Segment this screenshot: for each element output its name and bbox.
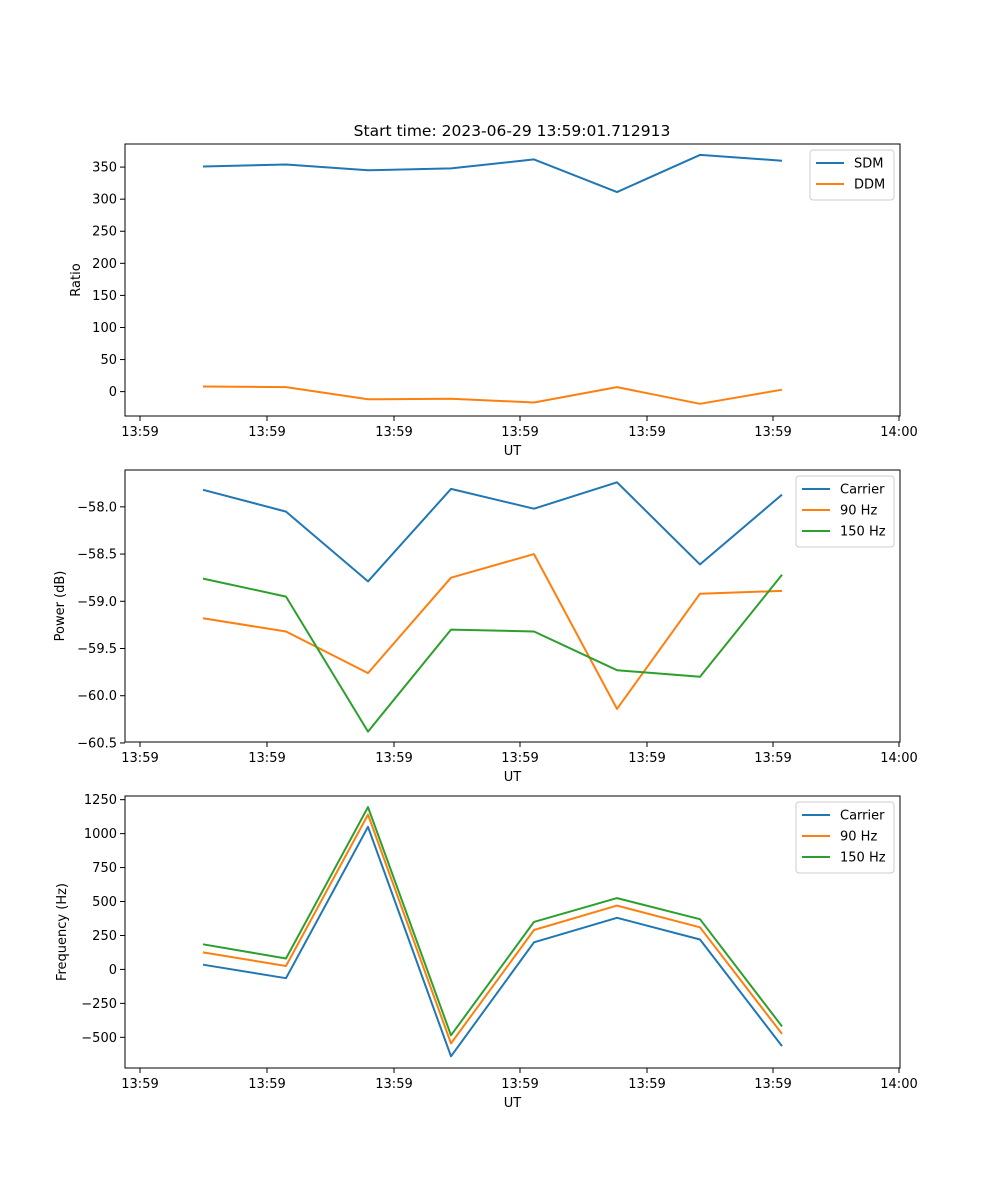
- y-tick-label: −60.0: [77, 689, 117, 704]
- y-tick-label: −250: [81, 997, 117, 1012]
- y-tick-label: 200: [92, 257, 117, 272]
- series-line-90-hz: [202, 553, 783, 710]
- x-tick-label: 13:59: [121, 1077, 158, 1092]
- x-tick-label: 13:59: [628, 425, 665, 440]
- legend-label: 90 Hz: [840, 504, 877, 519]
- x-tick-label: 13:59: [375, 1077, 412, 1092]
- x-tick-label: 13:59: [501, 425, 538, 440]
- x-tick-label: 13:59: [501, 751, 538, 766]
- y-tick-label: −60.5: [77, 736, 117, 751]
- legend-label: SDM: [854, 157, 883, 172]
- y-tick-label: 1000: [84, 827, 117, 842]
- plot-area-frame: [124, 469, 901, 743]
- y-tick-label: 150: [92, 289, 117, 304]
- y-tick-label: 350: [92, 161, 117, 176]
- y-tick-label: −58.0: [77, 500, 117, 515]
- series-line-150-hz: [202, 806, 783, 1037]
- plot-area-frame: [124, 795, 901, 1069]
- y-tick-label: 50: [100, 353, 117, 368]
- y-tick-label: −59.0: [77, 595, 117, 610]
- chart-panel-3: 13:59 13:59 13:59 13:59 13:59 13:59 14:00 −500 −…: [55, 793, 918, 1111]
- x-tick-label: 13:59: [754, 1077, 791, 1092]
- x-tick-label: 13:59: [501, 1077, 538, 1092]
- y-tick-label: 0: [109, 963, 117, 978]
- y-axis-label: Power (dB): [53, 571, 68, 642]
- y-tick-label: 500: [92, 895, 117, 910]
- chart-title: Start time: 2023-06-29 13:59:01.712913: [354, 122, 671, 140]
- legend-box: [795, 801, 895, 874]
- series-line-ddm: [202, 385, 783, 405]
- legend: Carrier 90 Hz 150 Hz: [795, 475, 895, 548]
- legend-label: Carrier: [840, 483, 885, 498]
- x-tick-label: 13:59: [628, 1077, 665, 1092]
- panels: 13:59 13:59 13:59 13:59 13:59 13:59 14:00 0 50 10…: [53, 143, 918, 1111]
- plot-area-frame: [124, 143, 901, 417]
- y-tick-label: 250: [92, 225, 117, 240]
- series-line-sdm: [202, 153, 783, 194]
- x-axis-label: UT: [504, 444, 522, 459]
- x-tick-label: 13:59: [628, 751, 665, 766]
- x-tick-label: 13:59: [375, 425, 412, 440]
- y-axis-label: Ratio: [69, 263, 84, 296]
- y-tick-label: 0: [109, 385, 117, 400]
- y-tick-label: 250: [92, 929, 117, 944]
- x-tick-label: 13:59: [248, 1077, 285, 1092]
- x-tick-label: 13:59: [375, 751, 412, 766]
- y-tick-label: −59.5: [77, 642, 117, 657]
- x-tick-label: 14:00: [880, 425, 917, 440]
- series-line-carrier: [202, 825, 783, 1058]
- series-line-carrier: [202, 481, 783, 583]
- legend: SDM DDM: [809, 149, 895, 201]
- series-line-90-hz: [202, 813, 783, 1045]
- x-tick-label: 13:59: [248, 751, 285, 766]
- legend-label: DDM: [854, 178, 885, 193]
- y-tick-label: 300: [92, 193, 117, 208]
- legend-label: Carrier: [840, 809, 885, 824]
- x-axis-label: UT: [504, 770, 522, 785]
- legend-label: 150 Hz: [840, 851, 886, 866]
- legend-box: [795, 475, 895, 548]
- y-tick-label: −500: [81, 1031, 117, 1046]
- x-tick-label: 13:59: [754, 751, 791, 766]
- y-tick-label: 750: [92, 861, 117, 876]
- y-axis-label: Frequency (Hz): [55, 883, 70, 981]
- x-tick-label: 13:59: [248, 425, 285, 440]
- legend-label: 150 Hz: [840, 525, 886, 540]
- x-tick-label: 14:00: [880, 1077, 917, 1092]
- y-tick-label: 100: [92, 321, 117, 336]
- x-tick-label: 13:59: [121, 425, 158, 440]
- series-line-150-hz: [202, 574, 783, 733]
- x-tick-label: 13:59: [754, 425, 791, 440]
- legend: Carrier 90 Hz 150 Hz: [795, 801, 895, 874]
- x-tick-label: 13:59: [121, 751, 158, 766]
- y-tick-label: 1250: [84, 793, 117, 808]
- chart-panel-2: 13:59 13:59 13:59 13:59 13:59 13:59 14:00 −60.5…: [53, 469, 918, 785]
- chart-panel-1: 13:59 13:59 13:59 13:59 13:59 13:59 14:00 0 50 10…: [69, 143, 918, 459]
- y-tick-label: −58.5: [77, 548, 117, 563]
- x-axis-label: UT: [504, 1096, 522, 1111]
- x-tick-label: 14:00: [880, 751, 917, 766]
- legend-label: 90 Hz: [840, 830, 877, 845]
